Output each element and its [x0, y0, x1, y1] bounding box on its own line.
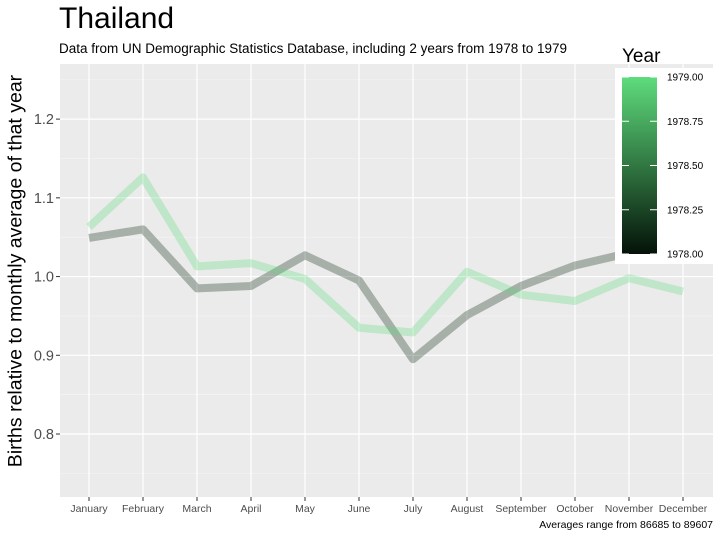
legend-label: 1978.00 [667, 250, 704, 261]
x-tick-label: July [404, 503, 423, 515]
legend-label: 1978.75 [667, 117, 704, 128]
y-tick-label: 0.8 [34, 427, 54, 443]
x-tick-label: March [182, 503, 211, 515]
y-tick-label: 1.1 [34, 191, 54, 207]
x-tick-label: February [122, 503, 165, 515]
x-tick-label: April [240, 503, 261, 515]
chart-caption: Averages range from 86685 to 89607 [539, 519, 713, 531]
chart-subtitle: Data from UN Demographic Statistics Data… [59, 41, 567, 56]
series-line-1978 [88, 225, 684, 364]
legend-label: 1979.00 [667, 73, 704, 84]
legend-title: Year [622, 46, 661, 67]
x-tick-label: January [70, 503, 108, 515]
y-tick-label: 0.9 [34, 348, 54, 364]
x-tick-label: August [451, 503, 484, 515]
y-tick-label: 1.2 [34, 112, 54, 128]
legend-label: 1978.50 [667, 161, 704, 172]
x-tick-label: May [295, 503, 316, 515]
x-tick-label: October [556, 503, 594, 515]
x-tick-label: September [495, 503, 547, 515]
plot-panel [60, 64, 713, 497]
chart-title: Thailand [59, 2, 175, 35]
x-tick-label: November [605, 503, 654, 515]
x-tick-label: December [659, 503, 708, 515]
x-tick-label: June [348, 503, 371, 515]
y-tick-label: 1.0 [34, 270, 54, 286]
series-line-1979 [86, 173, 684, 337]
legend-label: 1978.25 [667, 205, 704, 216]
